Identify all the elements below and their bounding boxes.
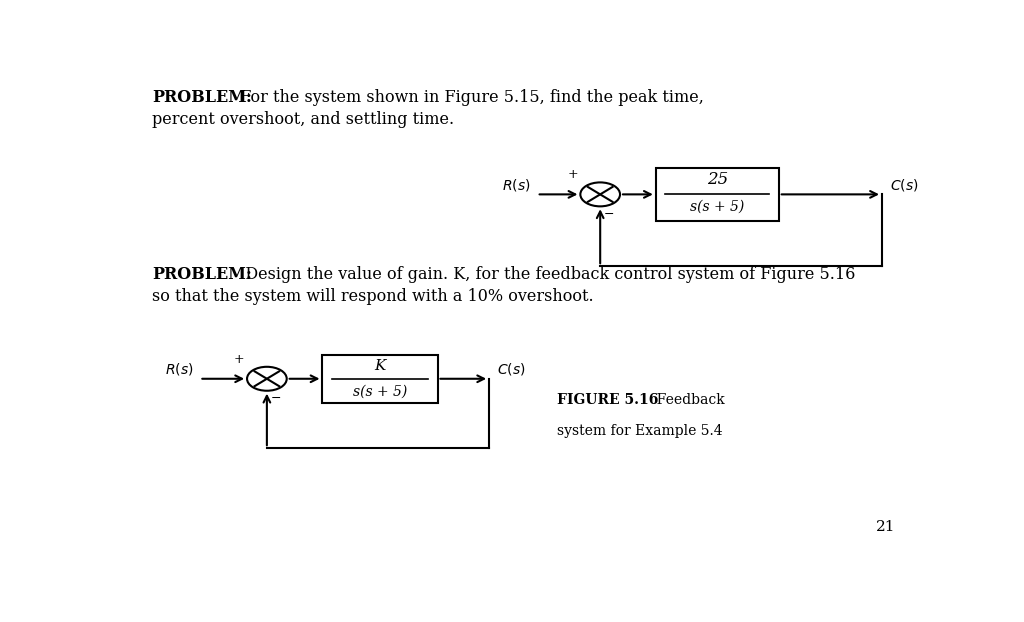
Text: $C(s)$: $C(s)$ <box>497 361 525 378</box>
Text: K: K <box>375 358 386 373</box>
Bar <box>655 168 779 221</box>
Bar <box>323 355 437 402</box>
Text: PROBLEM:: PROBLEM: <box>152 266 252 283</box>
Text: percent overshoot, and settling time.: percent overshoot, and settling time. <box>152 111 454 128</box>
Text: Feedback: Feedback <box>648 393 725 407</box>
Text: s(s + 5): s(s + 5) <box>690 200 744 214</box>
Text: 25: 25 <box>707 171 728 188</box>
Text: +: + <box>234 353 245 366</box>
Text: −: − <box>604 208 614 221</box>
Text: $R(s)$: $R(s)$ <box>502 177 530 193</box>
Text: FIGURE 5.16: FIGURE 5.16 <box>557 393 657 407</box>
Text: 21: 21 <box>877 521 896 534</box>
Text: so that the system will respond with a 10% overshoot.: so that the system will respond with a 1… <box>152 288 594 305</box>
Text: system for Example 5.4: system for Example 5.4 <box>557 424 722 439</box>
Text: s(s + 5): s(s + 5) <box>353 384 408 399</box>
Text: +: + <box>567 169 578 182</box>
Text: For the system shown in Figure 5.15, find the peak time,: For the system shown in Figure 5.15, fin… <box>229 89 703 106</box>
Text: $C(s)$: $C(s)$ <box>890 177 919 193</box>
Text: Design the value of gain. K, for the feedback control system of Figure 5.16: Design the value of gain. K, for the fee… <box>229 266 855 283</box>
Text: PROBLEM:: PROBLEM: <box>152 89 252 106</box>
Text: −: − <box>270 392 282 405</box>
Text: $R(s)$: $R(s)$ <box>165 361 194 378</box>
